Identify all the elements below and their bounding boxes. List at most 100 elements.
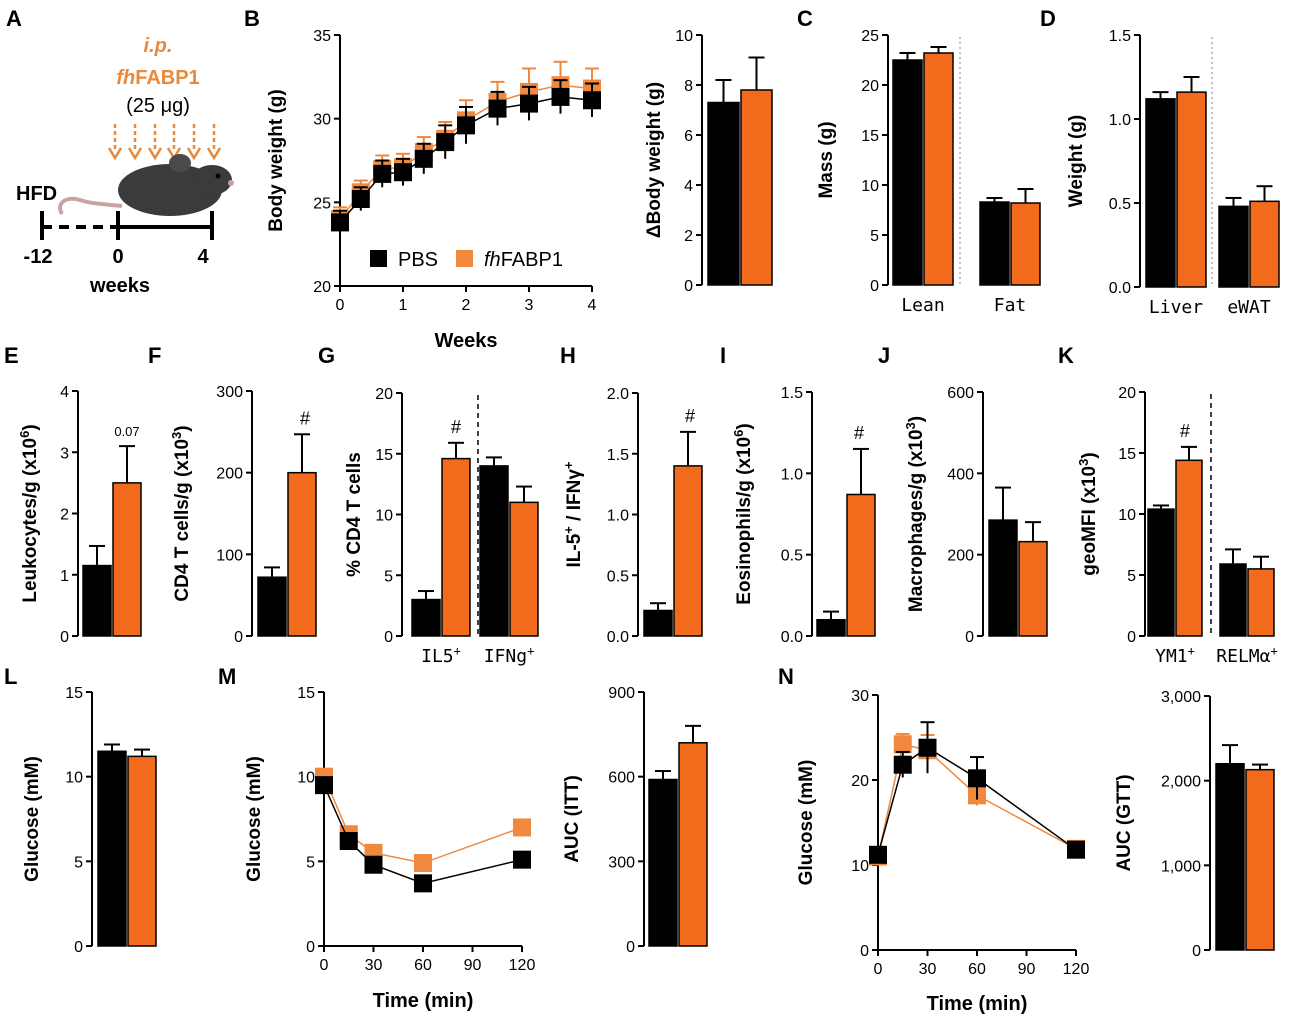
significance-K: # <box>1180 421 1190 441</box>
panel-label-D: D <box>1040 6 1056 31</box>
bar-H-PBS <box>643 609 673 637</box>
dashed-arrow-head-icon <box>107 147 123 161</box>
data-point-B1-PBS <box>551 87 570 106</box>
data-point-B1-PBS <box>583 91 601 110</box>
bar-L-PBS <box>97 750 127 947</box>
bar-H-fhFABP1 <box>673 465 703 637</box>
y-tick-label-B1: 35 <box>313 28 331 45</box>
bar-N2-PBS <box>1215 762 1245 951</box>
data-point-M1-PBS <box>315 776 333 795</box>
y-tick-label-N2: 3,000 <box>1161 689 1201 706</box>
y-tick-label-H: 1.0 <box>607 508 629 525</box>
data-point-B1-PBS <box>351 189 370 208</box>
y-tick-label-F: 100 <box>216 547 243 564</box>
legend-swatch-fhfabp1 <box>456 250 473 267</box>
bar-G-fhFABP1 <box>441 457 471 637</box>
bar-K-fhFABP1 <box>1175 459 1203 637</box>
significance-G: # <box>451 417 461 437</box>
data-point-N1-PBS <box>893 755 912 774</box>
panel-label-I: I <box>720 343 726 368</box>
y-tick-label-G: 0 <box>384 629 393 646</box>
bar-D-fhFABP1 <box>1249 200 1280 288</box>
y-tick-label-K: 20 <box>1118 385 1136 402</box>
dashed-arrow-head-icon <box>206 147 222 161</box>
panel-label-N: N <box>778 664 794 689</box>
mouse-nose-icon <box>228 180 234 186</box>
y-axis-title-H: IL-5+ / IFNγ+ <box>561 461 586 567</box>
y-axis-title-N2: AUC (GTT) <box>1114 774 1135 871</box>
bar-E-PBS <box>82 564 112 637</box>
y-tick-label-B2: 4 <box>684 178 693 195</box>
y-tick-label-D: 1.5 <box>1109 28 1131 45</box>
bar-B2-fhFABP1 <box>740 89 773 286</box>
x-axis-title-B1: Weeks <box>434 330 497 352</box>
mouse-head-icon <box>192 165 232 195</box>
significance-F: # <box>300 408 310 428</box>
y-axis-title-C: Mass (g) <box>816 121 837 198</box>
y-axis-title-E: Leukocytes/g (x106) <box>17 424 42 602</box>
dashed-arrow-head-icon <box>186 147 202 161</box>
y-axis-title-M1: Glucose (mM) <box>244 756 265 882</box>
x-tick-label-N1: 30 <box>919 961 937 978</box>
fhfabp1-schematic-label: fhFABP1 <box>116 67 199 89</box>
data-point-N1-fhFABP1 <box>893 735 912 754</box>
data-point-N1-PBS <box>918 738 937 757</box>
y-axis-title-K: geoMFI (x103) <box>1076 452 1101 575</box>
series-line-M1-fhFABP1 <box>323 776 523 864</box>
y-tick-label-M2: 600 <box>608 770 635 787</box>
data-point-B1-PBS <box>394 163 412 182</box>
y-tick-label-I: 0.0 <box>781 629 803 646</box>
data-point-M1-PBS <box>364 855 383 874</box>
y-tick-label-H: 0.5 <box>607 568 629 585</box>
y-tick-label-B2: 0 <box>684 278 693 295</box>
y-tick-label-M2: 0 <box>626 939 635 956</box>
y-tick-label-H: 2.0 <box>607 386 629 403</box>
bar-D-PBS <box>1145 98 1176 288</box>
bar-B2-PBS <box>707 101 740 286</box>
y-tick-label-N1: 20 <box>851 773 869 790</box>
significance-I: # <box>854 423 864 443</box>
y-tick-label-E: 3 <box>60 445 69 462</box>
y-tick-label-M1: 0 <box>306 939 315 956</box>
y-tick-label-K: 15 <box>1118 446 1136 463</box>
y-tick-label-N2: 0 <box>1192 943 1201 960</box>
y-tick-label-N1: 30 <box>851 688 869 705</box>
x-tick-label-M1: 60 <box>414 957 432 974</box>
data-point-M1-PBS <box>414 874 432 893</box>
y-tick-label-C: 15 <box>861 128 879 145</box>
y-axis-title-F: CD4 T cells/g (x103) <box>169 425 194 601</box>
bar-M2-PBS <box>648 778 678 947</box>
bar-M2-fhFABP1 <box>678 742 708 947</box>
y-tick-label-B2: 2 <box>684 228 693 245</box>
bar-L-fhFABP1 <box>127 755 157 947</box>
y-tick-label-B1: 20 <box>313 279 331 296</box>
bar-I-fhFABP1 <box>846 493 876 637</box>
y-tick-label-L: 15 <box>65 685 83 702</box>
category-label-K: YM1+ <box>1155 644 1195 667</box>
category-label-K: RELMα+ <box>1216 644 1277 667</box>
y-tick-label-C: 20 <box>861 78 879 95</box>
data-point-N1-PBS <box>1067 840 1085 859</box>
dashed-arrow-head-icon <box>147 147 163 161</box>
category-label-C: Lean <box>901 295 944 316</box>
data-point-B1-PBS <box>488 99 507 118</box>
panel-label-K: K <box>1058 343 1074 368</box>
x-tick-label-B1: 2 <box>462 297 471 314</box>
legend-label-pbs: PBS <box>398 249 438 271</box>
y-tick-label-L: 0 <box>74 939 83 956</box>
dose-label: (25 μg) <box>126 95 190 117</box>
bar-C-fhFABP1 <box>923 52 954 286</box>
y-tick-label-D: 0.5 <box>1109 196 1131 213</box>
ip-label: i.p. <box>144 35 173 57</box>
timeline-label: 0 <box>112 246 123 268</box>
y-axis-title-B2: ΔBody weight (g) <box>644 82 665 238</box>
mouse-tail-icon <box>58 196 123 216</box>
y-tick-label-B2: 8 <box>684 78 693 95</box>
y-tick-label-M2: 900 <box>608 685 635 702</box>
y-tick-label-I: 1.5 <box>781 385 803 402</box>
data-point-M1-PBS <box>513 850 531 869</box>
y-tick-label-I: 0.5 <box>781 548 803 565</box>
y-axis-title-I: Eosinophils/g (x106) <box>731 423 756 604</box>
y-tick-label-N1: 10 <box>851 858 869 875</box>
